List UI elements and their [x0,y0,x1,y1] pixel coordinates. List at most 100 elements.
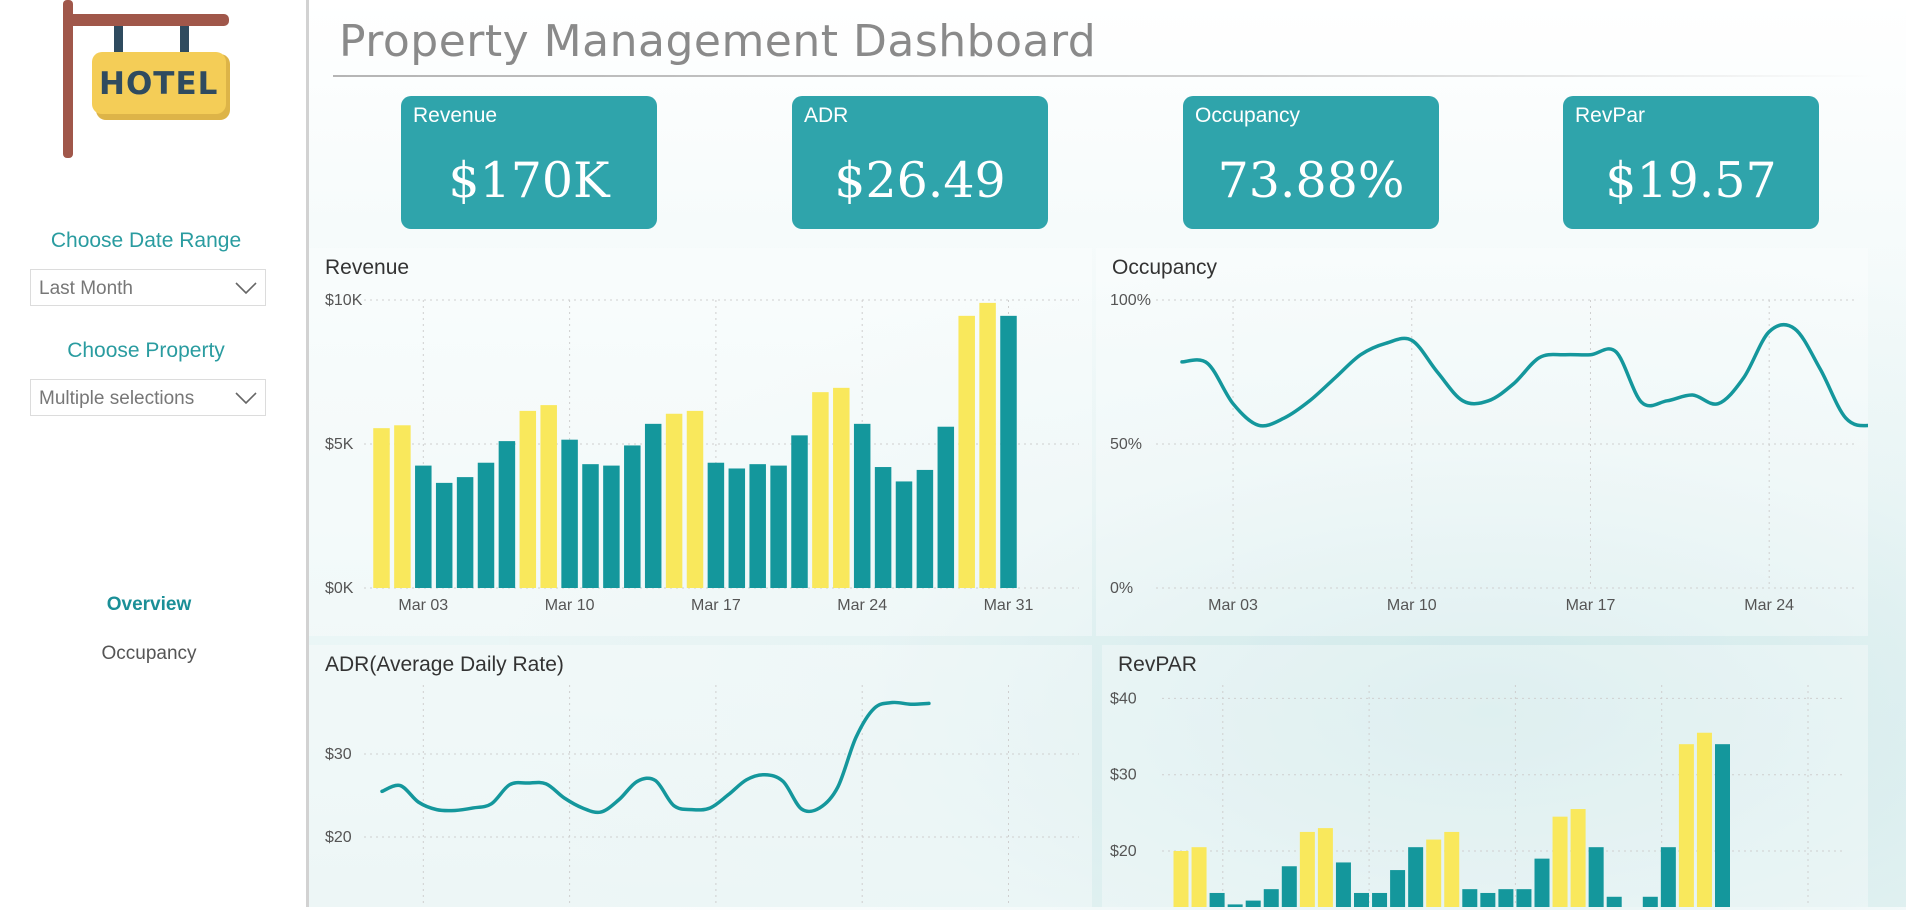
revpar-bar [1191,847,1207,907]
revenue-bar [477,462,495,588]
revenue-bar [644,423,662,588]
revenue-bar [394,425,411,588]
revpar-bar [1209,892,1225,907]
main-content: Property Management Dashboard Revenue $1… [309,0,1906,910]
chart-title: ADR(Average Daily Rate) [325,653,564,676]
revenue-bar [874,467,892,588]
y-tick-label: $0K [325,580,354,597]
kpi-value: $19.57 [1605,152,1777,209]
revenue-bar [435,482,453,588]
revpar-bar [1245,900,1261,907]
revenue-chart: Mar 03 Mar 10 Mar 17 Mar 24 Mar 31 $0K $5K $10K [325,292,1079,614]
revpar-bar [1444,831,1460,907]
chevron-down-icon [235,392,257,405]
x-tick-label: Mar 03 [1208,597,1258,614]
revenue-bar [791,435,808,588]
revpar-bar [1534,858,1550,907]
kpi-value: $170K [448,152,610,209]
x-tick-label: Mar 03 [398,597,448,614]
revenue-bar [770,465,787,588]
revpar-bar [1498,889,1514,907]
revpar-bar [1678,744,1694,907]
kpi-value: $26.49 [834,152,1006,209]
kpi-card-occupancy: Occupancy 73.88% [1183,96,1439,229]
revpar-bar [1335,862,1351,907]
revpar-bar [1642,896,1658,907]
revpar-bar [1372,892,1388,907]
y-tick-label: $20 [325,829,352,846]
property-dropdown[interactable]: Multiple selections [30,379,266,416]
date-range-value: Last Month [39,278,133,299]
date-range-label: Choose Date Range [50,229,242,252]
revenue-bar [707,462,725,588]
revenue-bar [582,464,599,588]
revenue-bar [833,387,850,588]
y-tick-label: $20 [1110,843,1137,860]
sidebar: HOTEL Choose Date Range Last Month Choos… [0,0,309,907]
y-tick-label: 100% [1110,292,1151,309]
revpar-bar [1317,828,1333,907]
x-tick-label: Mar 24 [1744,597,1794,614]
revenue-bar [519,410,537,588]
y-tick-label: 50% [1110,436,1142,453]
property-value: Multiple selections [39,388,195,409]
date-range-dropdown[interactable]: Last Month [30,269,266,306]
chart-title: RevPAR [1118,653,1197,676]
revpar-chart-panel[interactable]: RevPAR $20 $30 $40 [1102,645,1868,907]
x-tick-label: Mar 24 [837,597,887,614]
revpar-bar [1263,889,1279,907]
revenue-bar [853,423,871,588]
kpi-card-revpar: RevPar $19.57 [1563,96,1819,229]
revpar-bar [1462,889,1478,907]
y-tick-label: $5K [325,436,354,453]
revpar-bar [1715,744,1730,907]
revenue-bar [937,426,955,588]
x-tick-label: Mar 10 [1387,597,1437,614]
nav-overview[interactable]: Overview [106,594,192,615]
y-tick-label: $30 [325,746,352,763]
y-tick-label: $10K [325,292,363,309]
revenue-bar [958,315,975,588]
x-tick-label: Mar 31 [984,597,1034,614]
adr-chart-panel[interactable]: ADR(Average Daily Rate) $20 $30 [309,645,1092,907]
kpi-card-revenue: Revenue $170K [401,96,657,229]
hotel-logo: HOTEL [58,0,238,160]
revenue-chart-panel[interactable]: Revenue Mar 03 Mar 10 Mar 17 Mar 24 Mar 31 $0… [309,248,1092,636]
y-tick-label: 0% [1110,580,1133,597]
revenue-bar [895,481,913,588]
revenue-bar [665,413,683,588]
revpar-bar [1426,839,1442,907]
kpi-label: RevPar [1575,104,1646,127]
adr-chart: $20 $30 [325,685,1079,907]
revenue-bar [1000,315,1017,588]
revpar-bar [1660,847,1676,907]
nav-occupancy[interactable]: Occupancy [101,643,197,664]
revpar-bar [1552,816,1568,907]
revenue-bar [749,464,766,588]
revenue-bar [686,410,704,588]
kpi-label: Occupancy [1195,104,1301,127]
adr-line [380,700,931,815]
revpar-bar [1696,732,1712,907]
revpar-bar [1227,904,1243,907]
x-tick-label: Mar 10 [545,597,595,614]
x-tick-label: Mar 17 [1566,597,1616,614]
logo-text: HOTEL [99,66,219,102]
revenue-bar [498,441,516,588]
property-label: Choose Property [67,339,225,362]
revenue-bar [812,392,829,588]
chart-title: Occupancy [1112,256,1218,279]
hotel-sign-icon [63,0,230,158]
revenue-bar [728,468,746,588]
revpar-bar [1606,896,1622,907]
kpi-label: ADR [804,104,849,127]
revpar-bar [1516,889,1532,907]
revenue-bar [916,469,934,588]
title-divider [333,75,1873,77]
kpi-label: Revenue [413,104,498,127]
revenue-bar [603,465,620,588]
revenue-bar [373,428,390,588]
occupancy-line [1180,323,1868,428]
